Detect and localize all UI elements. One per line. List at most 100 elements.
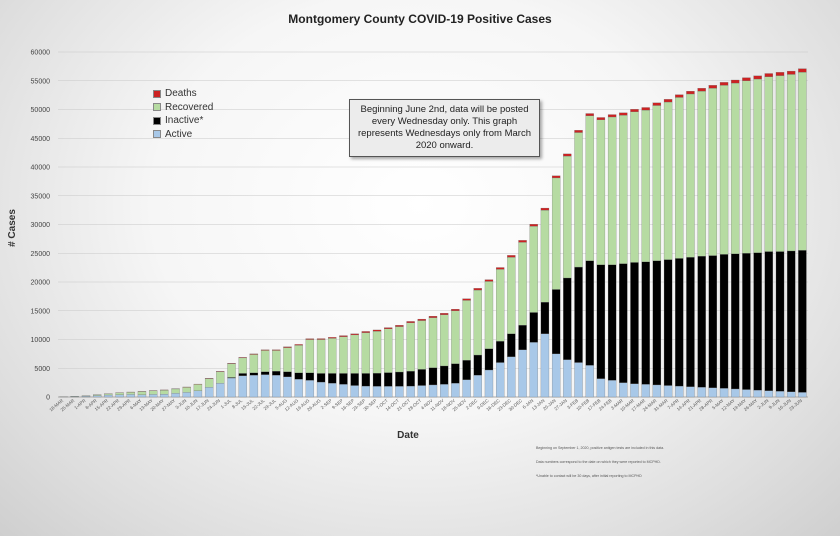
bar-deaths	[305, 338, 315, 340]
x-tick-label: 2-SEP	[320, 398, 333, 410]
bar-deaths	[753, 75, 762, 80]
bar-active	[496, 362, 505, 398]
bar-deaths	[675, 94, 684, 98]
bar-deaths	[372, 329, 382, 332]
y-tick-label: 0	[46, 395, 50, 402]
bar-deaths	[551, 175, 561, 179]
x-tick-label: 23-JUN	[788, 398, 803, 412]
bar-recovered	[294, 345, 303, 373]
bar-deaths	[440, 313, 449, 315]
bar-active	[708, 387, 718, 398]
bar-active	[350, 385, 359, 398]
bar-inactive	[372, 373, 382, 387]
bar-active	[193, 390, 203, 398]
bar-recovered	[563, 155, 572, 279]
footnotes: Beginning on September 1, 2020, positive…	[536, 446, 786, 488]
x-tick-label: 24-JUN	[206, 398, 221, 412]
y-tick-label: 45000	[31, 136, 51, 143]
bar-recovered	[742, 80, 751, 254]
bar-active	[529, 342, 538, 398]
y-axis-title: # Cases	[7, 209, 18, 247]
bar-active	[719, 388, 729, 398]
bar-recovered	[440, 314, 449, 367]
bar-deaths	[328, 337, 337, 339]
bar-recovered	[361, 332, 370, 374]
bar-active	[272, 375, 281, 398]
bar-inactive	[440, 365, 449, 385]
bar-recovered	[473, 289, 482, 356]
bar-deaths	[719, 82, 729, 86]
bar-inactive	[574, 266, 583, 363]
bar-recovered	[686, 93, 695, 258]
y-tick-label: 20000	[31, 280, 51, 287]
bar-deaths	[316, 338, 326, 340]
footnote: Beginning on September 1, 2020, positive…	[536, 446, 665, 450]
bar-recovered	[484, 281, 494, 349]
y-tick-label: 10000	[31, 337, 51, 344]
x-axis-title: Date	[397, 430, 419, 441]
bar-inactive	[697, 256, 706, 388]
bar-deaths	[731, 79, 740, 84]
bar-recovered	[115, 392, 124, 395]
bar-deaths	[451, 309, 460, 311]
bar-inactive	[529, 312, 538, 343]
bar-inactive	[663, 259, 673, 386]
bar-deaths	[787, 70, 796, 75]
bar-recovered	[395, 326, 404, 373]
bar-active	[294, 379, 303, 398]
bar-recovered	[104, 393, 113, 396]
bar-deaths	[428, 316, 438, 318]
bar-inactive	[652, 260, 662, 386]
bar-active	[328, 383, 337, 398]
bar-deaths	[686, 91, 695, 95]
bar-inactive	[607, 264, 617, 381]
bar-recovered	[93, 394, 102, 396]
legend-item-recovered: Recovered	[153, 101, 213, 115]
bar-recovered	[126, 391, 135, 395]
bar-active	[182, 392, 191, 398]
bar-active	[607, 380, 617, 398]
bar-recovered	[663, 101, 673, 260]
bar-recovered	[148, 390, 158, 395]
bar-active	[227, 377, 236, 398]
bar-deaths	[484, 279, 494, 282]
bar-active	[104, 394, 113, 398]
bar-recovered	[753, 78, 762, 253]
bar-active	[484, 369, 494, 398]
bar-recovered	[607, 116, 617, 265]
bar-inactive	[496, 341, 505, 363]
bar-deaths	[798, 68, 807, 73]
bar-active	[440, 384, 449, 398]
bar-deaths	[395, 325, 404, 327]
bar-active	[574, 362, 583, 398]
bar-deaths	[518, 240, 527, 243]
bar-deaths	[596, 117, 606, 120]
bar-inactive	[719, 254, 729, 389]
bar-deaths	[462, 298, 471, 301]
bar-active	[540, 333, 550, 398]
bar-active	[115, 394, 124, 398]
legend-swatch-deaths	[153, 89, 161, 98]
bar-inactive	[563, 277, 572, 360]
bar-deaths	[361, 331, 370, 333]
bar-deaths	[339, 335, 348, 337]
y-tick-label: 5000	[34, 366, 50, 373]
legend-label: Active	[165, 128, 193, 140]
bar-active	[160, 394, 169, 398]
bar-active	[81, 396, 91, 398]
bar-active	[630, 383, 639, 398]
bar-deaths	[708, 85, 718, 89]
bar-recovered	[540, 210, 550, 303]
legend-label: Inactive*	[165, 115, 204, 127]
bar-deaths	[249, 353, 259, 355]
bar-inactive	[473, 354, 482, 376]
footnote: *Unable to contact will be 30 days, afte…	[536, 474, 642, 478]
x-tick-label: 1-JUL	[220, 398, 233, 410]
bar-inactive	[753, 252, 762, 391]
x-tick-label: 2-JUN	[756, 398, 769, 410]
annotation-box: Beginning June 2nd, data will be posted …	[349, 99, 540, 157]
bar-inactive	[260, 371, 270, 375]
bar-inactive	[238, 373, 247, 376]
bar-inactive	[596, 264, 606, 379]
